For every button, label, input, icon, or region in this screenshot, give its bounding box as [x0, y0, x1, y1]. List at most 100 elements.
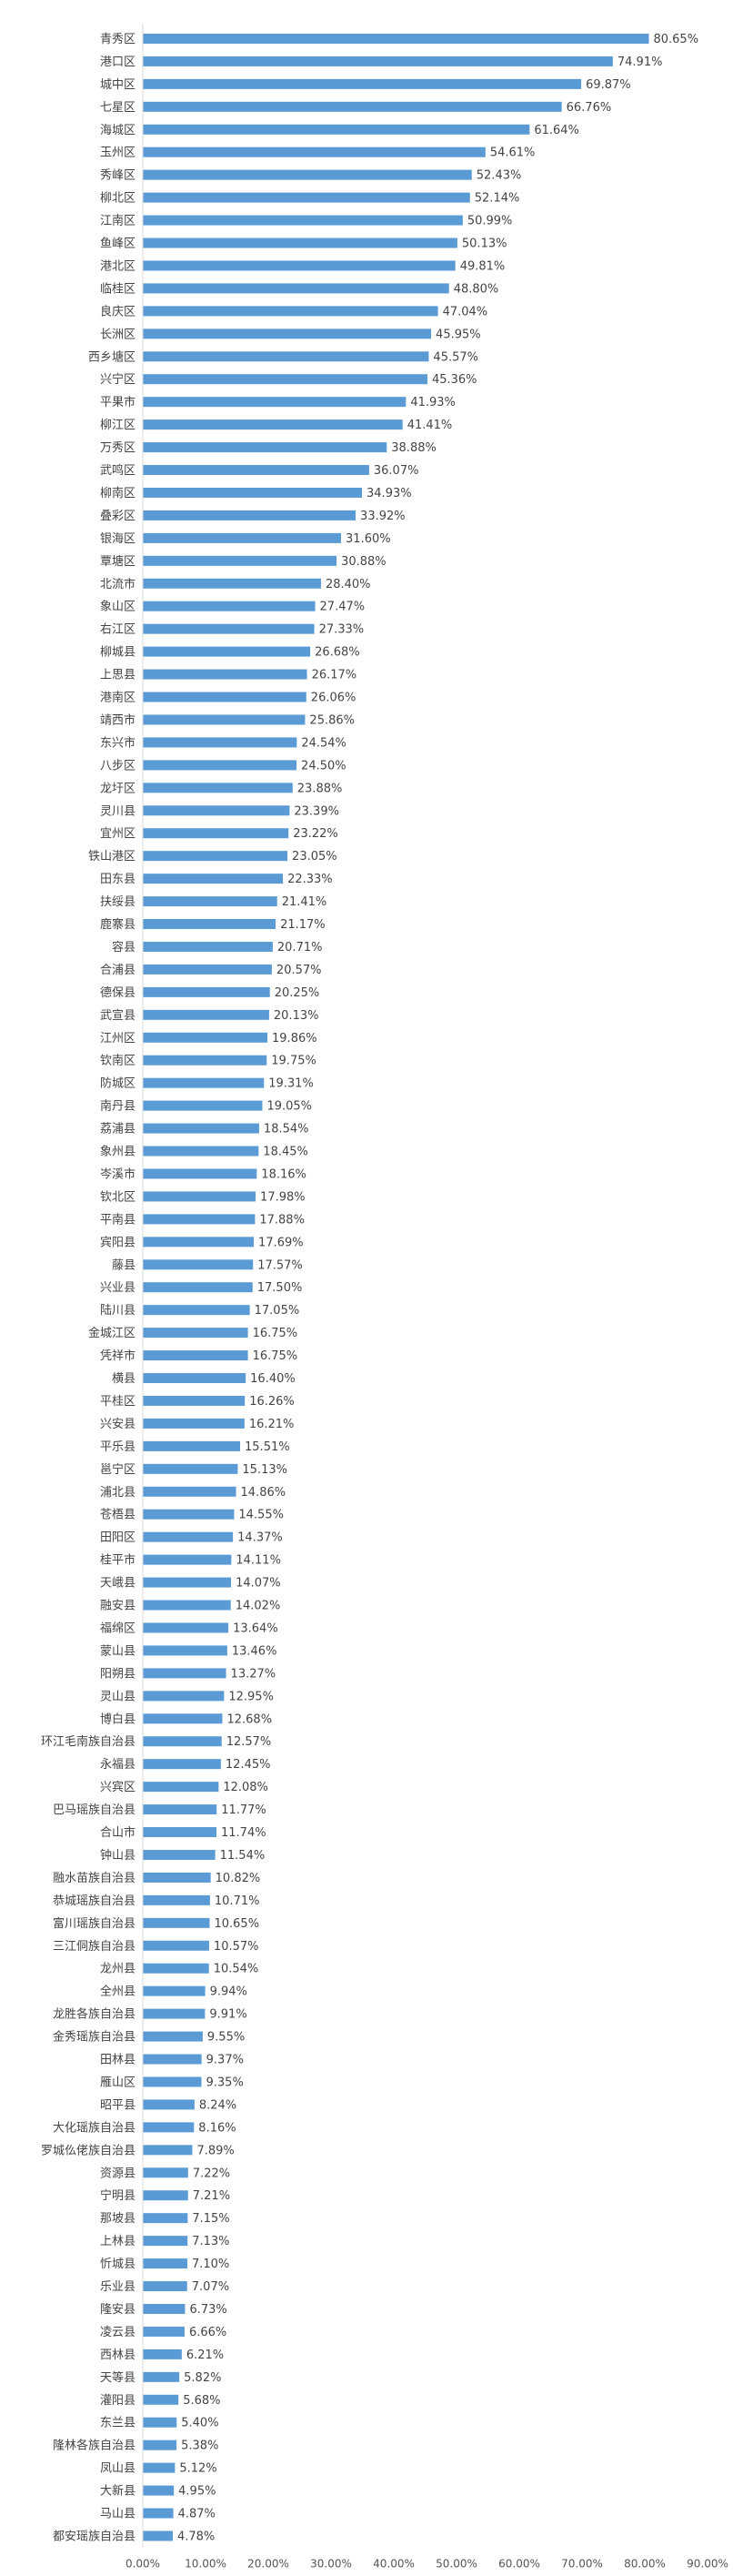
data-label: 21.17% — [280, 918, 326, 932]
data-label: 14.55% — [238, 1509, 284, 1522]
category-label: 陆川县 — [100, 1303, 136, 1318]
bar — [143, 1985, 206, 1996]
category-label: 灵山县 — [100, 1690, 136, 1703]
bar — [143, 1305, 250, 1316]
data-label: 80.65% — [653, 33, 698, 46]
category-label: 龙圩区 — [100, 782, 136, 795]
category-label: 永福县 — [100, 1758, 136, 1772]
data-label: 25.86% — [309, 713, 355, 727]
data-label: 26.68% — [315, 646, 360, 660]
category-label: 隆安县 — [100, 2303, 136, 2317]
bar — [143, 1668, 226, 1679]
category-label: 南丹县 — [100, 1099, 136, 1114]
bar — [143, 2008, 206, 2019]
bar — [143, 419, 403, 430]
bar — [143, 101, 562, 112]
data-label: 10.71% — [215, 1894, 260, 1908]
data-label: 38.88% — [391, 441, 437, 455]
bar — [143, 1713, 223, 1724]
bar — [143, 1077, 265, 1088]
bar — [143, 601, 316, 611]
bar — [143, 1963, 209, 1974]
bar — [143, 510, 356, 520]
data-label: 52.43% — [477, 169, 522, 183]
bar — [143, 2303, 186, 2314]
x-tick-label: 10.00% — [185, 2557, 226, 2570]
data-label: 20.71% — [277, 941, 323, 955]
bar — [143, 2326, 185, 2337]
data-label: 9.55% — [207, 2031, 245, 2045]
bar — [143, 1418, 245, 1429]
data-label: 17.50% — [257, 1281, 303, 1295]
data-label: 17.05% — [255, 1304, 300, 1318]
bar — [143, 260, 456, 271]
data-label: 7.15% — [192, 2212, 229, 2226]
data-label: 18.45% — [263, 1146, 308, 1159]
category-label: 秀峰区 — [100, 169, 136, 183]
category-label: 恭城瑶族自治县 — [53, 1894, 136, 1908]
data-label: 36.07% — [374, 464, 419, 478]
data-label: 14.07% — [236, 1577, 281, 1591]
bar — [143, 1509, 235, 1520]
bar — [143, 760, 297, 771]
bar — [143, 442, 387, 453]
category-label: 西林县 — [100, 2349, 136, 2362]
bar — [143, 783, 293, 793]
data-label: 7.21% — [193, 2189, 230, 2203]
category-label: 柳江区 — [100, 419, 136, 432]
bar — [143, 2145, 193, 2156]
category-label: 凌云县 — [100, 2326, 136, 2339]
bar — [143, 397, 407, 408]
x-tick-label: 40.00% — [373, 2557, 415, 2570]
category-label: 柳城县 — [100, 646, 136, 660]
data-label: 19.31% — [268, 1077, 314, 1091]
category-label: 长洲区 — [100, 328, 136, 341]
data-label: 19.05% — [266, 1100, 312, 1114]
x-tick-label: 50.00% — [436, 2557, 477, 2570]
data-label: 9.91% — [209, 2008, 246, 2022]
data-label: 7.22% — [193, 2167, 230, 2180]
data-label: 45.36% — [432, 373, 477, 387]
bar — [143, 192, 470, 203]
bar — [143, 692, 306, 702]
category-label: 凭祥市 — [100, 1349, 136, 1363]
category-label: 昭平县 — [100, 2098, 136, 2112]
data-label: 26.17% — [312, 669, 357, 682]
bar — [143, 374, 427, 385]
data-label: 12.45% — [226, 1758, 271, 1772]
bar — [143, 487, 363, 498]
category-label: 象山区 — [100, 601, 136, 614]
category-label: 江南区 — [100, 214, 136, 228]
category-label: 武鸣区 — [100, 463, 136, 478]
data-label: 11.74% — [221, 1826, 266, 1840]
bar — [143, 532, 342, 543]
bar — [143, 1872, 211, 1883]
data-label: 17.69% — [258, 1236, 304, 1249]
bar — [143, 2167, 188, 2178]
category-label: 铁山港区 — [88, 850, 136, 864]
category-label: 上思县 — [100, 669, 136, 682]
data-label: 7.89% — [196, 2144, 234, 2157]
category-label: 临桂区 — [100, 282, 136, 296]
category-label: 全州县 — [100, 1985, 136, 1999]
bar — [143, 2190, 188, 2201]
category-label: 钟山县 — [100, 1848, 136, 1863]
category-label: 兴安县 — [100, 1418, 136, 1431]
category-label: 钦北区 — [100, 1190, 136, 1204]
data-label: 12.57% — [226, 1735, 272, 1749]
data-label: 50.13% — [462, 237, 507, 251]
bar — [143, 306, 438, 317]
category-labels: 青秀区港口区城中区七星区海城区玉州区秀峰区柳北区江南区鱼峰区港北区临桂区良庆区长… — [41, 33, 136, 2543]
bar — [143, 2031, 203, 2042]
bar — [143, 351, 429, 362]
category-label: 天峨县 — [100, 1577, 136, 1591]
category-label: 荔浦县 — [100, 1123, 136, 1136]
bar — [143, 1782, 219, 1793]
category-label: 叠彩区 — [100, 510, 136, 523]
category-label: 桂平市 — [100, 1553, 136, 1568]
data-label: 23.05% — [292, 850, 337, 864]
data-label: 4.78% — [177, 2530, 215, 2543]
category-label: 灌阳县 — [100, 2394, 136, 2408]
data-label: 47.04% — [443, 305, 488, 318]
category-label: 江州区 — [100, 1032, 136, 1046]
